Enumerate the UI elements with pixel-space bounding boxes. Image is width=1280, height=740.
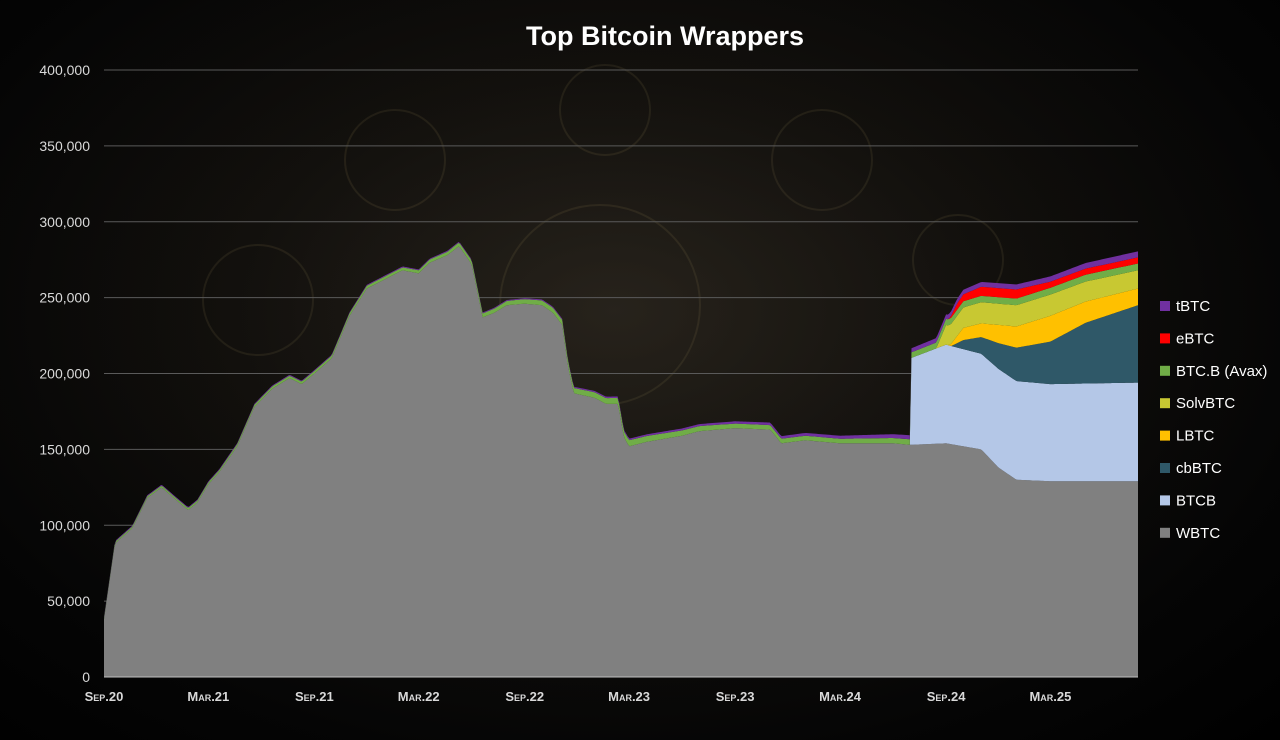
legend-label: cbBTC	[1176, 460, 1222, 477]
y-tick-label: 350,000	[39, 138, 90, 154]
y-axis-tick-labels: 0 50,000 100,000 150,000 200,000 250,000 300,0…	[39, 62, 90, 685]
x-tick-label: Sep.23	[716, 689, 755, 704]
legend-label: BTC.B (Avax)	[1176, 363, 1267, 380]
legend: tBTC eBTC BTC.B (Avax) SolvBTC LBTC cbBTC BTCB…	[1160, 298, 1267, 542]
y-tick-label: 150,000	[39, 441, 90, 457]
y-tick-label: 300,000	[39, 214, 90, 230]
y-tick-label: 50,000	[47, 593, 90, 609]
x-tick-label: Sep.22	[505, 689, 544, 704]
area-series-btcb	[104, 246, 1138, 620]
x-tick-label: Sep.21	[295, 689, 334, 704]
x-tick-label: Mar.22	[398, 689, 440, 704]
legend-label: eBTC	[1176, 330, 1215, 347]
x-axis-tick-labels: Sep.20 Mar.21 Sep.21 Mar.22 Sep.22 Mar.23 Sep.…	[85, 689, 1072, 704]
legend-label: LBTC	[1176, 428, 1215, 445]
legend-swatch	[1160, 333, 1170, 344]
x-tick-label: Sep.24	[927, 689, 967, 704]
y-tick-label: 400,000	[39, 62, 90, 78]
x-tick-label: Mar.23	[608, 689, 650, 704]
legend-label: BTCB	[1176, 492, 1216, 509]
y-tick-label: 0	[82, 669, 90, 685]
x-tick-label: Mar.25	[1029, 689, 1071, 704]
legend-swatch	[1160, 463, 1170, 473]
legend-swatch	[1160, 365, 1170, 376]
legend-swatch	[1160, 527, 1170, 538]
legend-label: tBTC	[1176, 298, 1210, 315]
chart-title: Top Bitcoin Wrappers	[526, 21, 804, 51]
x-tick-label: Sep.20	[85, 689, 124, 704]
x-tick-label: Mar.24	[819, 689, 862, 704]
legend-label: WBTC	[1176, 525, 1220, 542]
legend-swatch	[1160, 301, 1170, 311]
stacked-areas	[104, 241, 1138, 678]
x-tick-label: Mar.21	[187, 689, 229, 704]
legend-swatch	[1160, 398, 1170, 409]
area-series-wbtc	[104, 246, 1138, 678]
y-tick-label: 250,000	[39, 290, 90, 306]
y-tick-label: 100,000	[39, 517, 90, 533]
legend-swatch	[1160, 495, 1170, 506]
y-tick-label: 200,000	[39, 366, 90, 382]
legend-label: SolvBTC	[1176, 395, 1235, 412]
legend-swatch	[1160, 430, 1170, 441]
